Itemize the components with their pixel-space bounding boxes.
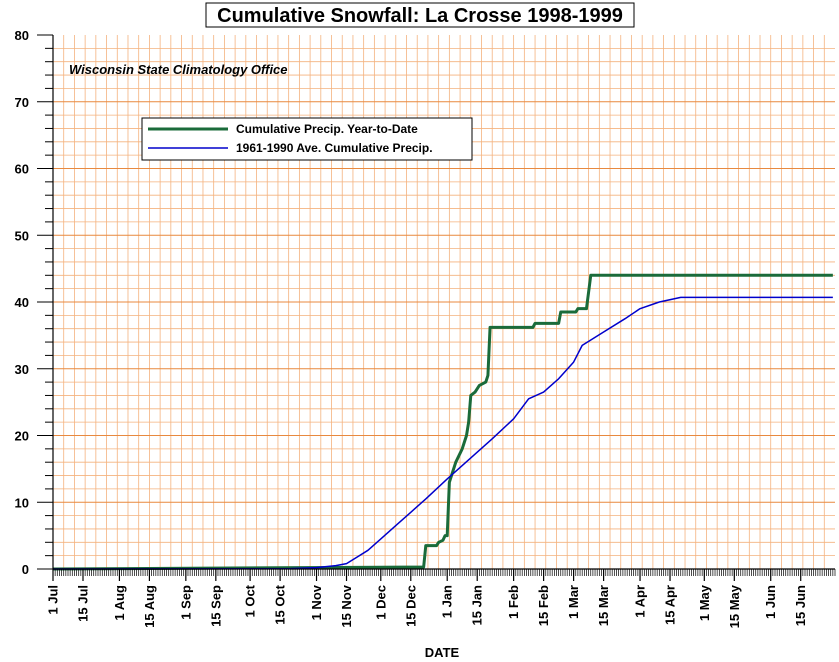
x-tick-label: 1 Jun bbox=[763, 585, 778, 619]
legend-box bbox=[141, 117, 473, 161]
legend-label-average: 1961-1990 Ave. Cumulative Precip. bbox=[236, 141, 433, 155]
x-tick-label: 1 Nov bbox=[309, 584, 324, 620]
x-tick-label: 1 Feb bbox=[506, 585, 521, 619]
x-tick-label: 1 Jan bbox=[440, 585, 455, 618]
x-tick-label: 15 Apr bbox=[663, 585, 678, 625]
x-tick-label: 1 Aug bbox=[112, 585, 127, 621]
legend: Cumulative Precip. Year-to-Date 1961-199… bbox=[141, 117, 473, 161]
x-tick-label: 15 Oct bbox=[273, 584, 288, 624]
y-tick-label: 30 bbox=[15, 362, 29, 377]
y-tick-label: 40 bbox=[15, 295, 29, 310]
y-tick-label: 80 bbox=[15, 28, 29, 43]
y-tick-label: 60 bbox=[15, 162, 29, 177]
series-lines bbox=[52, 273, 833, 571]
x-tick-label: 1 Jul bbox=[46, 585, 61, 615]
chart-title-box: Cumulative Snowfall: La Crosse 1998-1999 bbox=[205, 2, 635, 28]
chart-title: Cumulative Snowfall: La Crosse 1998-1999 bbox=[217, 5, 623, 27]
x-axis-title: DATE bbox=[425, 645, 460, 660]
y-tick-label: 0 bbox=[22, 562, 29, 577]
axes: 0 10 20 30 40 50 60 70 80 1 Jul 15 Jul 1 Aug 15 Aug 1… bbox=[15, 28, 836, 628]
x-tick-label: 15 Jul bbox=[75, 585, 90, 622]
x-tick-label: 15 May bbox=[727, 584, 742, 628]
legend-label-ytd: Cumulative Precip. Year-to-Date bbox=[236, 122, 418, 136]
x-tick-label: 1 Apr bbox=[633, 585, 648, 618]
y-tick-label: 70 bbox=[15, 95, 29, 110]
x-tick-label: 1 Dec bbox=[373, 585, 388, 620]
y-tick-label: 50 bbox=[15, 228, 29, 243]
x-tick-label: 15 Nov bbox=[339, 584, 354, 627]
y-tick-label: 10 bbox=[15, 495, 29, 510]
x-tick-label: 1 Sep bbox=[178, 585, 193, 620]
grid-lines bbox=[53, 35, 835, 569]
x-tick-label: 15 Aug bbox=[142, 585, 157, 628]
x-tick-label: 15 Jan bbox=[470, 585, 485, 626]
source-annotation: Wisconsin State Climatology Office bbox=[69, 62, 288, 77]
x-tick-label: 1 Oct bbox=[243, 584, 258, 617]
x-tick-label: 15 Jun bbox=[793, 585, 808, 626]
x-tick-label: 1 May bbox=[697, 584, 712, 621]
x-tick-label: 15 Dec bbox=[403, 585, 418, 627]
x-tick-label: 15 Feb bbox=[536, 585, 551, 626]
x-tick-label: 1 Mar bbox=[566, 585, 581, 619]
x-tick-label: 15 Mar bbox=[596, 585, 611, 626]
x-tick-label: 15 Sep bbox=[208, 585, 223, 627]
series-line-average bbox=[52, 296, 833, 570]
y-tick-label: 20 bbox=[15, 429, 29, 444]
series-line-ytd bbox=[52, 273, 833, 571]
